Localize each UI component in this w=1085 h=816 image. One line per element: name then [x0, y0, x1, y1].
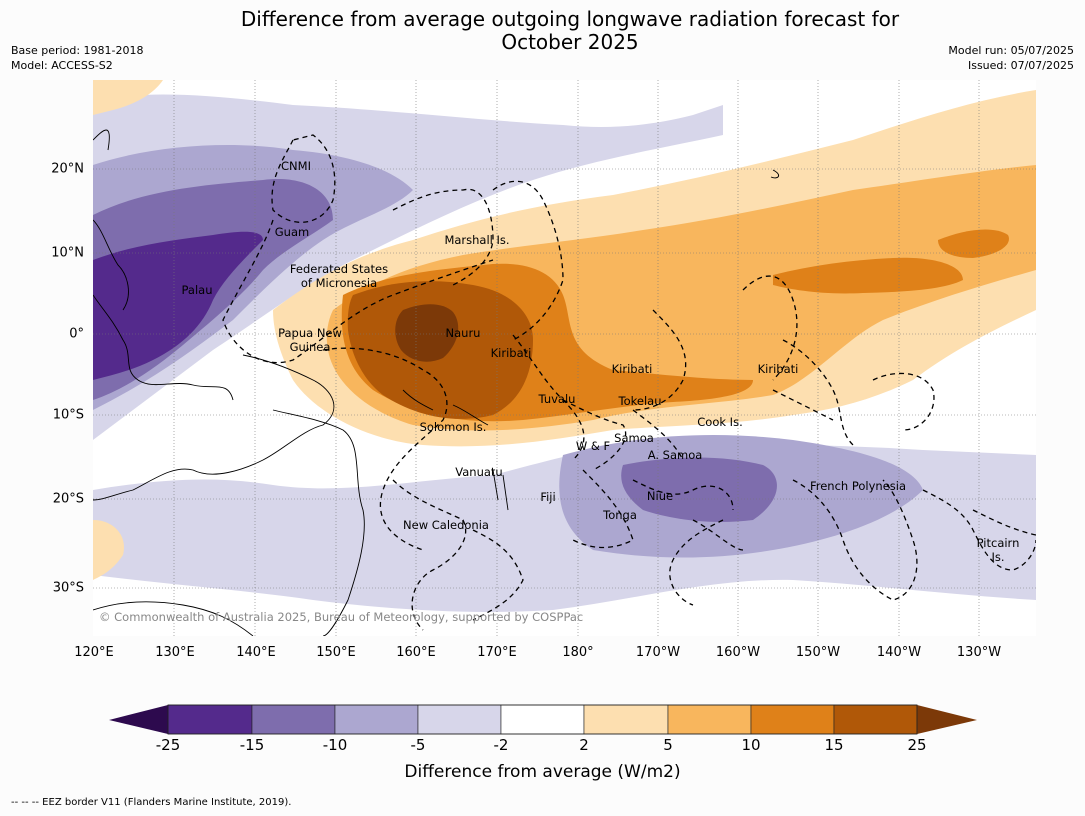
label-tuvalu: Tuvalu — [538, 392, 576, 406]
gridlines — [93, 80, 1036, 636]
x-tick: 130°E — [155, 645, 195, 660]
x-tick: 150°W — [795, 645, 841, 660]
label-marshall: Marshall Is. — [444, 233, 509, 247]
colorbar-max-arrow — [917, 705, 977, 734]
y-tick: 20°N — [51, 161, 84, 177]
anomaly-pos-nw — [93, 80, 163, 115]
label-vanuatu: Vanuatu — [455, 465, 502, 479]
colorbar-tick: -15 — [239, 736, 265, 754]
x-tick: 150°E — [316, 645, 356, 660]
anomaly-pos-east — [773, 257, 963, 294]
label-tonga: Tonga — [602, 508, 637, 522]
label-png-1: Papua New — [278, 326, 342, 340]
label-niue: Niue — [647, 489, 673, 503]
label-french-polynesia: French Polynesia — [810, 479, 906, 493]
title-line-2: October 2025 — [501, 30, 639, 54]
model-name: Model: ACCESS-S2 — [11, 59, 113, 72]
x-tick: 160°E — [396, 645, 436, 660]
colorbar-min-arrow — [109, 705, 168, 734]
label-kiribati-c: Kiribati — [612, 362, 653, 376]
colorbar-segment — [417, 704, 502, 735]
anomaly-neg-north-4 — [93, 231, 263, 380]
copyright-text: © Commonwealth of Australia 2025, Bureau… — [99, 610, 583, 624]
colorbar-segment — [583, 704, 669, 735]
label-pitcairn-2: Is. — [991, 550, 1004, 564]
label-palau: Palau — [182, 283, 213, 297]
colorbar-segment — [334, 704, 419, 735]
colorbar-tick: -5 — [410, 736, 426, 754]
colorbar-tick: -25 — [155, 736, 181, 754]
label-wf: W & F — [576, 439, 610, 453]
y-tick: 0° — [69, 326, 84, 342]
colorbar-tick: 5 — [663, 736, 673, 754]
colorbar-segment — [167, 704, 253, 735]
eez-footnote: -- -- -- EEZ border V11 (Flanders Marine… — [11, 797, 292, 808]
model-run: Model run: 05/07/2025 — [948, 44, 1074, 57]
anomaly-pos-east-2 — [938, 229, 1009, 258]
colorbar — [109, 704, 977, 735]
label-fsm-1: Federated States — [290, 262, 388, 276]
title-line-1: Difference from average outgoing longwav… — [240, 7, 900, 31]
label-nauru: Nauru — [446, 326, 481, 340]
colorbar-segment — [667, 704, 752, 735]
x-tick: 170°E — [477, 645, 517, 660]
x-tick: 130°W — [956, 645, 1002, 660]
x-tick: 120°E — [74, 645, 114, 660]
label-cook: Cook Is. — [697, 415, 742, 429]
label-new-caledonia: New Caledonia — [403, 518, 489, 532]
x-tick: 140°W — [876, 645, 922, 660]
x-tick: 170°W — [635, 645, 681, 660]
colorbar-tick: -2 — [493, 736, 509, 754]
forecast-map: CNMI Guam Marshall Is. Federated States … — [93, 80, 1036, 636]
eez-borders — [222, 134, 1036, 631]
x-tick: 180° — [562, 645, 594, 660]
label-fiji: Fiji — [540, 490, 555, 504]
label-kiribati-w: Kiribati — [491, 346, 532, 360]
label-tokelau: Tokelau — [618, 394, 662, 408]
label-cnmi: CNMI — [281, 159, 311, 173]
label-solomon: Solomon Is. — [420, 420, 487, 434]
issued-date: Issued: 07/07/2025 — [967, 59, 1074, 72]
label-png-2: Guinea — [290, 340, 331, 354]
label-asamoa: A. Samoa — [648, 448, 703, 462]
label-fsm-2: of Micronesia — [301, 276, 377, 290]
colorbar-segment — [500, 704, 585, 735]
anomaly-pos-5 — [395, 304, 459, 362]
anomaly-pos-sw — [93, 520, 124, 580]
label-guam: Guam — [275, 225, 309, 239]
label-samoa: Samoa — [614, 431, 654, 445]
label-kiribati-e: Kiribati — [758, 362, 799, 376]
colorbar-tick: -10 — [322, 736, 348, 754]
chart-title: Difference from average outgoing longwav… — [0, 8, 1085, 54]
y-tick: 10°N — [51, 245, 84, 261]
y-tick: 20°S — [52, 491, 84, 507]
colorbar-frame — [167, 704, 918, 735]
colorbar-tick: 2 — [579, 736, 589, 754]
region-labels: CNMI Guam Marshall Is. Federated States … — [182, 159, 1020, 564]
colorbar-label: Difference from average (W/m2) — [404, 762, 681, 782]
label-pitcairn-1: Pitcairn — [977, 536, 1020, 550]
x-tick: 160°W — [715, 645, 761, 660]
colorbar-tick: 25 — [907, 736, 927, 754]
coastlines — [93, 129, 780, 636]
y-tick: 30°S — [52, 580, 84, 596]
base-period: Base period: 1981-2018 — [11, 44, 144, 57]
colorbar-tick: 10 — [741, 736, 761, 754]
x-tick: 140°E — [236, 645, 276, 660]
y-tick: 10°S — [52, 407, 84, 423]
colorbar-segment — [251, 704, 336, 735]
colorbar-segment — [833, 704, 918, 735]
colorbar-tick: 15 — [824, 736, 844, 754]
meta-right: Model run: 05/07/2025 Issued: 07/07/2025 — [948, 43, 1074, 73]
meta-left: Base period: 1981-2018 Model: ACCESS-S2 — [11, 43, 143, 73]
colorbar-segment — [750, 704, 835, 735]
